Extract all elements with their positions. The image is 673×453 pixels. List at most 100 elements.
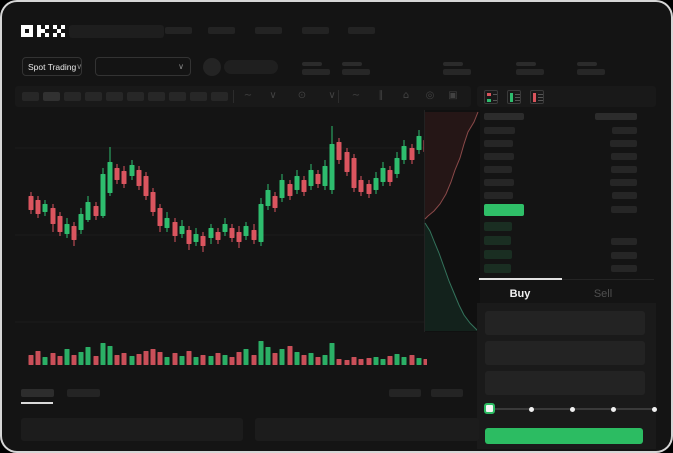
amount-cell-placeholder <box>611 238 637 245</box>
interval-chip[interactable] <box>148 92 165 101</box>
interval-chip[interactable] <box>43 92 60 101</box>
bottom-tab-placeholder[interactable] <box>21 389 54 397</box>
pair-selector-dropdown[interactable]: ∨ <box>95 57 191 76</box>
bottom-action-placeholder[interactable] <box>431 389 463 397</box>
book-layout-combined-icon[interactable] <box>484 90 498 104</box>
orderbook-toolbar-strip <box>477 86 656 107</box>
order-input-placeholder[interactable] <box>485 311 645 335</box>
buy-submit-button[interactable] <box>485 428 643 444</box>
slider-stop[interactable] <box>652 407 657 412</box>
chevron-down-icon: ∨ <box>76 61 83 71</box>
stat-label-placeholder <box>516 62 536 66</box>
nav-item-placeholder[interactable] <box>208 27 235 34</box>
book-layout-bids-icon[interactable] <box>507 90 521 104</box>
pair-avatar[interactable] <box>203 58 221 76</box>
interval-chip[interactable] <box>106 92 123 101</box>
bid-row-bar[interactable] <box>484 236 511 245</box>
amount-cell-placeholder <box>611 265 637 272</box>
interval-chip[interactable] <box>169 92 186 101</box>
interval-chip[interactable] <box>22 92 39 101</box>
stat-value-placeholder <box>443 69 471 75</box>
book-column-header-placeholder <box>484 113 524 120</box>
stat-label-placeholder <box>342 62 362 66</box>
slider-stop[interactable] <box>529 407 534 412</box>
ask-row-bar[interactable] <box>484 127 515 134</box>
market-type-dropdown[interactable]: Spot Trading ∨ <box>22 57 82 76</box>
bottom-active-tab-underline <box>21 402 53 404</box>
slider-stop[interactable] <box>611 407 616 412</box>
drawing-tools-icon[interactable]: ∥ <box>378 90 384 101</box>
amount-cell-placeholder <box>611 153 637 160</box>
indicators-chevron-icon[interactable]: ∨ <box>269 90 277 101</box>
nav-item-placeholder[interactable] <box>165 27 192 34</box>
ask-row-bar[interactable] <box>484 192 513 199</box>
active-tab-indicator <box>479 278 562 280</box>
book-column-header-placeholder <box>595 113 637 120</box>
chevron-down-icon: ∨ <box>178 61 184 71</box>
snapshot-icon[interactable]: ⌂ <box>402 90 410 101</box>
book-layout-asks-icon[interactable] <box>530 90 544 104</box>
amount-cell-placeholder <box>612 192 637 199</box>
nav-item-placeholder[interactable] <box>255 27 282 34</box>
price-volume-svg <box>15 126 427 365</box>
interval-chip[interactable] <box>64 92 81 101</box>
amount-cell-placeholder <box>610 140 637 147</box>
stat-label-placeholder <box>577 62 597 66</box>
bottom-tab-placeholder[interactable] <box>67 389 100 397</box>
order-input-placeholder[interactable] <box>485 341 645 365</box>
ask-row-bar[interactable] <box>484 153 514 160</box>
amount-cell-placeholder <box>612 127 637 134</box>
compare-chevron-icon[interactable]: ∨ <box>328 90 336 101</box>
amount-cell-placeholder <box>611 206 637 213</box>
stat-label-placeholder <box>443 62 463 66</box>
tab-sell[interactable]: Sell <box>593 288 613 300</box>
fullscreen-icon[interactable]: ▣ <box>448 90 458 101</box>
toolbar-divider <box>233 90 234 103</box>
pair-name-placeholder <box>224 60 278 74</box>
last-price-bar[interactable] <box>484 204 524 216</box>
bid-row-bar[interactable] <box>484 222 512 231</box>
slider-handle[interactable] <box>484 403 495 414</box>
amount-cell-placeholder <box>610 179 637 186</box>
table-row-placeholder <box>21 418 243 441</box>
market-type-label: Spot Trading <box>28 61 77 72</box>
ask-row-bar[interactable] <box>484 140 513 147</box>
bid-row-bar[interactable] <box>484 250 512 259</box>
interval-chip[interactable] <box>211 92 228 101</box>
line-tool-icon[interactable]: ∼ <box>351 90 361 101</box>
tab-divider <box>478 279 654 280</box>
chart-toolbar-strip <box>15 86 471 107</box>
okx-logo[interactable] <box>21 25 65 37</box>
table-row-placeholder <box>255 418 479 441</box>
stat-value-placeholder <box>302 69 330 75</box>
chart-settings-icon[interactable]: ◎ <box>425 90 435 101</box>
indicators-icon[interactable]: ∼ <box>243 90 253 101</box>
bottom-action-placeholder[interactable] <box>389 389 421 397</box>
nav-item-placeholder[interactable] <box>302 27 329 34</box>
ask-row-bar[interactable] <box>484 166 512 173</box>
depth-svg <box>424 110 480 332</box>
stat-value-placeholder <box>516 69 544 75</box>
tab-buy[interactable]: Buy <box>509 288 531 300</box>
toolbar-divider <box>338 90 339 103</box>
symbol-search-placeholder[interactable] <box>69 25 164 38</box>
amount-cell-placeholder <box>611 252 637 259</box>
order-input-placeholder[interactable] <box>485 371 645 395</box>
interval-chip[interactable] <box>85 92 102 101</box>
compare-icon[interactable]: ⊙ <box>297 90 307 101</box>
interval-chip[interactable] <box>127 92 144 101</box>
ask-row-bar[interactable] <box>484 179 514 186</box>
nav-item-placeholder[interactable] <box>348 27 375 34</box>
interval-chip[interactable] <box>190 92 207 101</box>
slider-stop[interactable] <box>570 407 575 412</box>
bid-row-bar[interactable] <box>484 264 511 273</box>
